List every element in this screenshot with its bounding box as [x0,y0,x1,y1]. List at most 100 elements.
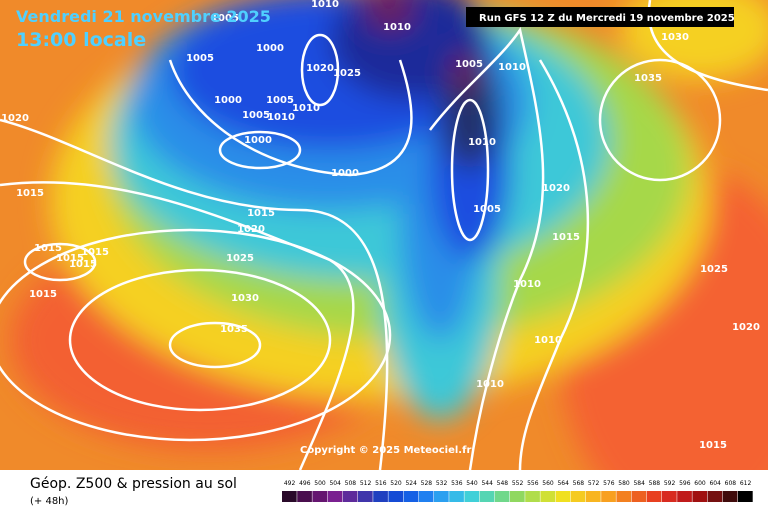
scale-label: 592 [664,480,676,487]
scale-label: 500 [314,480,326,487]
isobar-label: 1030 [231,293,259,304]
isobar-label: 1005 [242,110,270,121]
isobar-label: 1015 [81,247,109,258]
isobar-label: 1010 [498,62,526,73]
isobar-label: 1010 [476,379,504,390]
legend-lead: (+ 48h) [30,496,69,507]
scale-swatch [282,491,297,502]
isobar-label: 1010 [383,22,411,33]
copyright: Copyright © 2025 Meteociel.fr [300,445,471,456]
scale-swatch [570,491,586,502]
scale-swatch [738,491,753,502]
scale-swatch [646,491,662,502]
scale-swatch [434,491,449,502]
scale-label: 504 [329,480,341,487]
scale-label: 584 [633,480,645,487]
scale-swatch [555,491,571,502]
scale-label: 528 [421,480,433,487]
scale-label: 604 [709,480,721,487]
scale-label: 492 [284,480,296,487]
isobar-label: 1020 [237,224,265,235]
scale-swatch [494,491,510,502]
isobar-label: 1020 [306,63,334,74]
scale-swatch [616,491,632,502]
scale-swatch [662,491,677,502]
isobar-label: 1025 [333,68,361,79]
scale-label: 532 [436,480,448,487]
isobar-label: 1015 [247,208,275,219]
scale-label: 612 [740,480,752,487]
scale-label: 512 [360,480,372,487]
scale-swatch [510,491,525,502]
scale-swatch [722,491,738,502]
scale-swatch [464,491,480,502]
scale-label: 516 [375,480,387,487]
scale-label: 556 [527,480,539,487]
legend-title: Géop. Z500 & pression au sol [30,476,237,492]
isobar-label: 1015 [34,243,62,254]
scale-label: 560 [542,480,554,487]
scale-label: 544 [481,480,493,487]
scale-label: 580 [618,480,630,487]
isobar-label: 1035 [220,324,248,335]
scale-swatch [631,491,647,502]
scale-swatch [601,491,616,502]
isobar-label: 1015 [699,440,727,451]
scale-swatch [373,491,388,502]
isobar-label: 1035 [634,73,662,84]
isobar-label: 1010 [292,103,320,114]
date-label: Vendredi 21 novembre 2025 [16,7,271,26]
isobar-label: 1010 [311,0,339,10]
scale-label: 524 [405,480,417,487]
isobar-label: 1005 [211,13,239,24]
scale-label: 600 [694,480,706,487]
isobar-label: 1005 [266,95,294,106]
isobar-label: 1000 [331,168,359,179]
scale-label: 540 [466,480,478,487]
scale-label: 552 [512,480,524,487]
scale-swatch [449,491,464,502]
isobar-label: 1000 [256,43,284,54]
scale-swatch [388,491,404,502]
scale-label: 548 [497,480,509,487]
scale-label: 496 [299,480,311,487]
isobar-label: 1025 [226,253,254,264]
isobar-label: 1015 [16,188,44,199]
scale-label: 508 [345,480,357,487]
isobars [0,0,768,471]
isobar-label: 1005 [473,204,501,215]
isobar-label: 1015 [69,259,97,270]
isobar-label: 1020 [732,322,760,333]
scale-swatch [297,491,312,502]
isobar-label: 1015 [552,232,580,243]
scale-label: 596 [679,480,691,487]
isobar-label: 1010 [534,335,562,346]
isobar-label: 1015 [56,253,84,264]
isobar-label: 1020 [542,183,570,194]
scale-swatch [540,491,556,502]
scale-swatch [677,491,692,502]
isobar-label: 1005 [186,53,214,64]
scale-label: 588 [649,480,661,487]
isobar-label: 1000 [214,95,242,106]
scale-label: 608 [725,480,737,487]
isobar-label: 1020 [1,113,29,124]
run-box [466,7,734,27]
scale-swatch [525,491,540,502]
isobar-label: 1030 [661,32,689,43]
isobar-label: 1015 [29,289,57,300]
time-label: 13:00 locale [16,29,146,51]
scale-swatch [312,491,328,502]
isobar-label: 1010 [468,137,496,148]
scale-label: 520 [390,480,402,487]
isobar-label: 1025 [700,264,728,275]
scale-label: 568 [573,480,585,487]
scale-swatch [479,491,495,502]
colorbar: 492 496 500 504 508 512 516 520 524 528 532 536 540 5… [282,480,753,502]
scale-swatch [707,491,723,502]
scale-swatch [692,491,708,502]
scale-swatch [342,491,358,502]
isobar-label: 1000 [244,135,272,146]
